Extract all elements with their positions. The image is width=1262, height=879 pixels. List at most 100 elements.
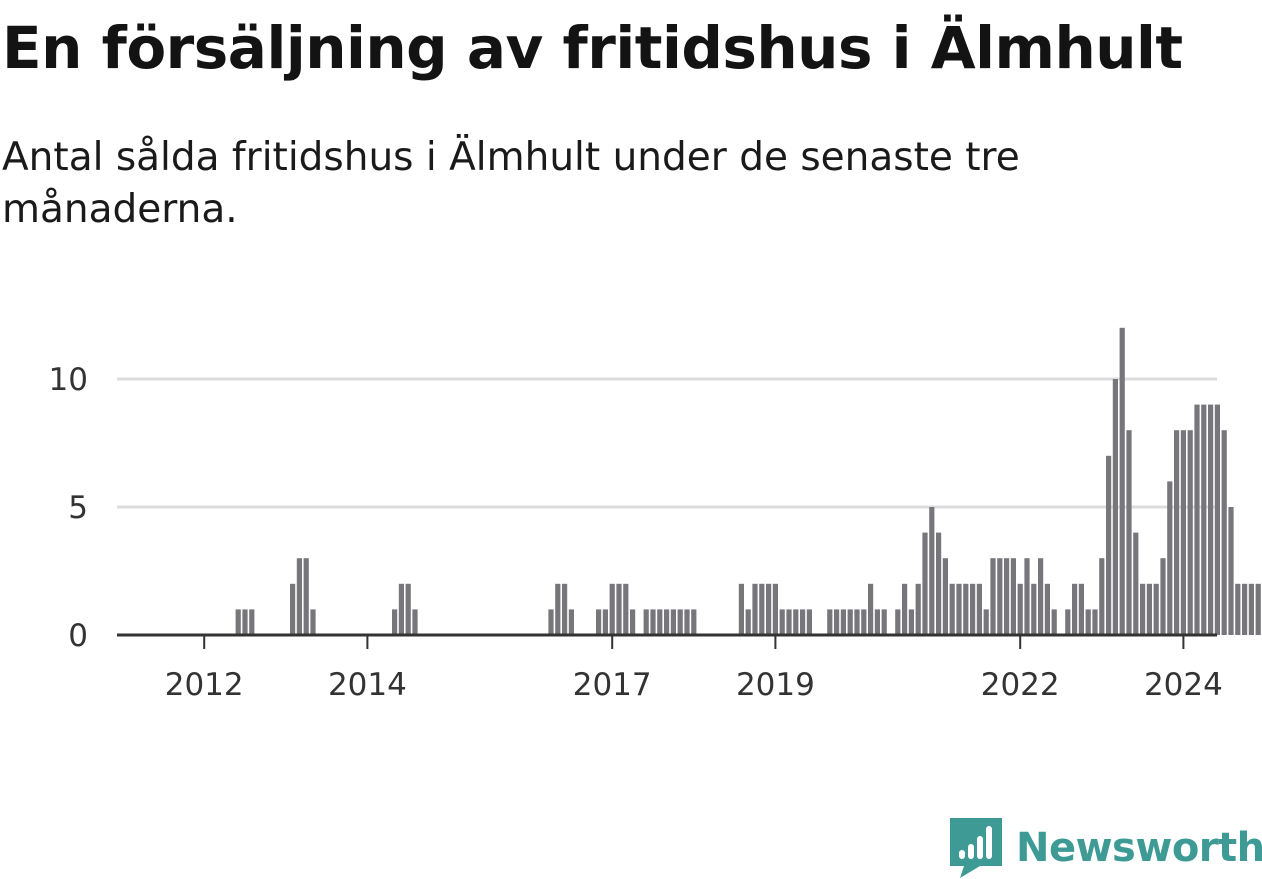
bar xyxy=(759,583,765,635)
bar xyxy=(657,609,663,635)
bar xyxy=(990,558,996,635)
x-tick-label: 2022 xyxy=(981,667,1060,703)
bar xyxy=(602,609,608,635)
bar xyxy=(895,609,901,635)
bar xyxy=(1065,609,1071,635)
bar xyxy=(997,558,1003,635)
y-tick-label: 5 xyxy=(68,490,88,526)
chart-title: En försäljning av fritidshus i Älmhult xyxy=(2,14,1183,82)
bar xyxy=(908,609,914,635)
bar xyxy=(623,583,629,635)
bar xyxy=(1146,583,1152,635)
bar xyxy=(290,583,296,635)
y-tick-label: 10 xyxy=(49,362,88,398)
bar xyxy=(249,609,255,635)
bar xyxy=(1092,609,1098,635)
bar xyxy=(691,609,697,635)
bar xyxy=(1187,430,1193,635)
bar xyxy=(922,532,928,635)
bar xyxy=(630,609,636,635)
bar xyxy=(677,609,683,635)
x-tick-label: 2017 xyxy=(573,667,652,703)
bar xyxy=(303,558,309,635)
bar xyxy=(398,583,404,635)
bar xyxy=(874,609,880,635)
bar xyxy=(902,583,908,635)
bar xyxy=(568,609,574,635)
bar xyxy=(963,583,969,635)
bar xyxy=(392,609,398,635)
bar xyxy=(970,583,976,635)
bar xyxy=(643,609,649,635)
bar xyxy=(548,609,554,635)
bar xyxy=(1208,404,1214,635)
bar xyxy=(827,609,833,635)
bar xyxy=(1038,558,1044,635)
bar xyxy=(1119,327,1125,635)
bar xyxy=(976,583,982,635)
bar xyxy=(1031,583,1037,635)
bar xyxy=(1248,583,1254,635)
bar xyxy=(949,583,955,635)
x-tick-label: 2019 xyxy=(736,667,815,703)
bar xyxy=(684,609,690,635)
bar xyxy=(1167,481,1173,635)
bar xyxy=(766,583,772,635)
bar xyxy=(1004,558,1010,635)
bar xyxy=(800,609,806,635)
brand-name: Newsworthy xyxy=(1016,825,1262,871)
bar xyxy=(412,609,418,635)
bar xyxy=(738,583,744,635)
bar xyxy=(868,583,874,635)
newsworthy-logo-icon xyxy=(950,818,1002,878)
y-tick-label: 0 xyxy=(68,618,88,654)
bar xyxy=(664,609,670,635)
bar xyxy=(296,558,302,635)
bar xyxy=(1044,583,1050,635)
bar xyxy=(1085,609,1091,635)
bar xyxy=(1017,583,1023,635)
bar xyxy=(1133,532,1139,635)
bar xyxy=(929,507,935,635)
bar xyxy=(1010,558,1016,635)
bar xyxy=(555,583,561,635)
x-tick-label: 2014 xyxy=(328,667,407,703)
x-tick-label: 2024 xyxy=(1144,667,1223,703)
bar xyxy=(1078,583,1084,635)
bar xyxy=(1160,558,1166,635)
bar xyxy=(983,609,989,635)
bar xyxy=(310,609,316,635)
bar xyxy=(670,609,676,635)
bar xyxy=(405,583,411,635)
bar xyxy=(1221,430,1227,635)
x-tick-label: 2012 xyxy=(165,667,244,703)
bar xyxy=(242,609,248,635)
bar xyxy=(1228,507,1234,635)
bar xyxy=(847,609,853,635)
bar xyxy=(596,609,602,635)
bar xyxy=(235,609,241,635)
bar xyxy=(1153,583,1159,635)
bar xyxy=(1255,583,1261,635)
bar xyxy=(1099,558,1105,635)
bar xyxy=(1174,430,1180,635)
bar xyxy=(1201,404,1207,635)
bar xyxy=(1072,583,1078,635)
bar xyxy=(786,609,792,635)
bar xyxy=(1024,558,1030,635)
bar xyxy=(956,583,962,635)
bar xyxy=(1051,609,1057,635)
bar xyxy=(616,583,622,635)
bar xyxy=(793,609,799,635)
brand-logo: Newsworthy xyxy=(950,818,1262,878)
bar xyxy=(861,609,867,635)
bar xyxy=(752,583,758,635)
bar xyxy=(942,558,948,635)
bar xyxy=(1214,404,1220,635)
bar xyxy=(1126,430,1132,635)
chart-subtitle: Antal sålda fritidshus i Älmhult under d… xyxy=(2,135,1020,232)
bar xyxy=(936,532,942,635)
bar xyxy=(609,583,615,635)
bar xyxy=(881,609,887,635)
bar xyxy=(772,583,778,635)
